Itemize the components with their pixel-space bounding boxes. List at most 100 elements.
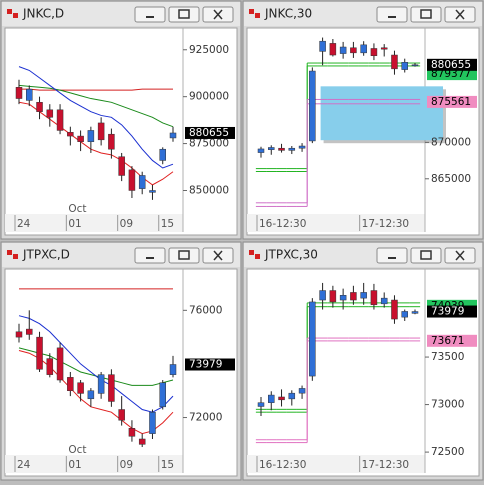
title-bar [244,2,482,26]
candle-body [56,347,64,381]
candle-body [391,299,398,320]
moving-average [18,66,174,169]
x-tick-label: 01 [68,218,81,230]
candle-body [56,109,64,131]
candle-body [391,54,398,70]
price-tag [185,358,235,371]
candle-body [298,145,306,149]
candle-body [298,388,306,394]
moving-average [19,88,173,91]
restore-button[interactable] [168,6,200,23]
candle-body [108,133,115,150]
candle-body [36,102,43,112]
candle-body [77,135,84,142]
price-tag-label: 880655 [189,127,229,139]
x-tick-label: 09 [120,459,133,471]
window-title: JNKC,D [22,7,64,21]
button-glyph [178,250,190,260]
window-title: JTPXC,30 [264,248,318,262]
minimize-button[interactable] [376,247,408,264]
price-tag [427,334,477,347]
chart-window: JNKC,D 850000 875000 900000 925000 24 01 09 15 Oc… [0,0,242,240]
candle-body [309,70,316,142]
candle-body [411,311,419,314]
moving-average [18,84,174,128]
button-glyph [213,9,223,20]
window-icon [255,13,260,18]
candle-body [309,301,316,377]
minimize-button[interactable] [376,6,408,23]
x-tick-label: 15 [161,459,174,471]
candle-body [257,402,265,407]
minimize-button[interactable] [134,247,166,264]
window-title: JTPXC,D [22,248,70,262]
title-bar [2,2,240,26]
button-glyph [455,9,465,20]
y-tick-label: 72000 [189,412,222,424]
title-bar [2,243,240,267]
button-glyph [455,250,465,261]
candle-body [380,297,388,305]
price-tag-label: 73979 [431,306,464,318]
x-tick-label: 17-12:30 [362,218,409,230]
candle-body [67,132,74,137]
window-icon [13,13,18,18]
candle-body [159,148,166,161]
candle-body [159,382,166,408]
x-tick-label: 09 [120,218,133,230]
candle-body [360,292,367,299]
candle-body [118,409,125,421]
chart-window: JNKC,30 865000 870000 16-12:30 17-12:30 87937… [242,0,484,240]
restore-button[interactable] [410,247,442,264]
minimize-button[interactable] [134,6,166,23]
candle-body [268,147,275,150]
y-tick-label: 900000 [189,91,229,103]
price-tag [427,305,477,318]
date-strip [247,455,425,473]
window-icon [249,250,254,255]
price-tag [427,58,477,71]
candle-body [97,122,105,141]
moving-average [18,315,174,413]
candle-body [339,295,347,301]
moving-average [18,101,174,186]
y-tick-label: 76000 [189,304,222,316]
candle-body [370,48,378,57]
candle-body [370,290,378,306]
candle-body [118,156,125,176]
candle-body [67,377,74,391]
button-glyph [178,9,190,19]
date-strip [5,455,183,473]
y-tick-label: 925000 [189,44,229,56]
x-tick-label: 15 [161,218,174,230]
price-tag [427,68,477,81]
candle-body [87,390,95,400]
y-tick-label: 73000 [431,399,464,411]
restore-button[interactable] [410,6,442,23]
candle-body [329,43,337,56]
candle-body [329,290,337,303]
x-tick-label: 16-12:30 [259,218,306,230]
window-icon [255,254,260,259]
candle-body [15,331,23,338]
candle-body [411,64,419,67]
candle-body [339,46,347,54]
candle-body [149,190,156,193]
restore-button[interactable] [168,247,200,264]
y-tick-label: 865000 [431,173,471,185]
candle-body [138,438,146,445]
y-tick-label: 875000 [189,138,229,150]
candle-body [108,374,115,402]
price-tag-label: 73671 [431,335,464,347]
x-tick-label: 24 [17,218,31,230]
candle-body [128,169,136,191]
button-glyph [213,250,223,261]
candle-body [350,47,357,54]
window-icon [249,9,254,14]
price-tag-label: 73979 [189,359,222,371]
candle-body [169,132,177,139]
window-icon [7,250,12,255]
y-tick-label: 870000 [431,136,471,148]
x-tick-label: 01 [68,459,81,471]
y-tick-label: 72500 [431,446,464,458]
